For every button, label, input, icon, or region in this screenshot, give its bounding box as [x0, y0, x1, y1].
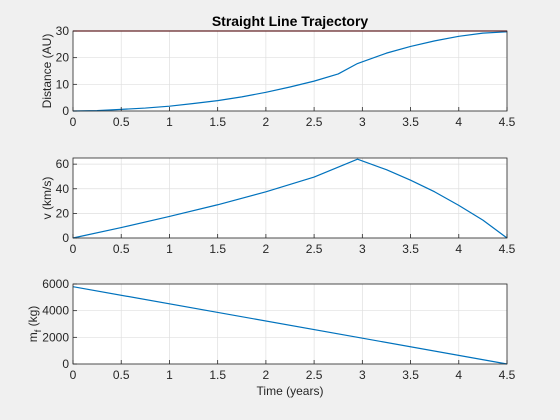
distance-axes-area [73, 31, 507, 111]
x-tick-label: 3 [359, 115, 366, 129]
chart-title: Straight Line Trajectory [212, 13, 369, 29]
mass-ylabel-subscript: f [33, 329, 43, 332]
y-tick-label: 0 [62, 357, 69, 371]
distance-series-line-0 [72, 31, 508, 112]
x-tick-label: 4 [455, 368, 462, 382]
y-tick-label: 20 [56, 51, 70, 65]
velocity-series [72, 158, 508, 239]
velocity-series-line-0 [72, 158, 508, 239]
y-tick-label: 10 [56, 77, 70, 91]
distance-xticks: 0 0.5 1 1.5 2 2.5 3 3.5 4 4.5 [70, 107, 516, 129]
velocity-subplot: 0 0.5 1 1.5 2 2.5 3 3.5 4 4.5 0 20 40 60 v (km/s) [40, 157, 516, 256]
x-tick-label: 2.5 [306, 242, 323, 256]
mass-xticks: 0 0.5 1 1.5 2 2.5 3 3.5 4 4.5 [70, 360, 516, 382]
mass-ylabel-suffix: (kg) [26, 306, 40, 330]
velocity-axes-area [73, 158, 507, 238]
mass-ylabel: mf (kg) [26, 306, 43, 343]
x-tick-label: 4 [455, 242, 462, 256]
mass-series-line-0 [72, 286, 508, 365]
distance-ylabel: Distance (AU) [40, 34, 54, 109]
x-tick-label: 1 [166, 368, 173, 382]
mass-subplot: 0 0.5 1 1.5 2 2.5 3 3.5 4 4.5 0 2000 4000 6000 mf (k… [26, 277, 516, 398]
y-tick-label: 60 [56, 157, 70, 171]
time-xlabel: Time (years) [257, 384, 324, 398]
y-tick-label: 0 [62, 231, 69, 245]
x-tick-label: 0.5 [113, 242, 130, 256]
x-tick-label: 2 [263, 115, 270, 129]
x-tick-label: 4.5 [499, 115, 516, 129]
mass-ylabel-base: m [26, 332, 40, 342]
distance-yticks: 0 10 20 30 [56, 24, 77, 118]
mass-yticks: 0 2000 4000 6000 [42, 277, 77, 371]
x-tick-label: 1.5 [209, 368, 226, 382]
y-tick-label: 0 [62, 104, 69, 118]
mass-series [72, 286, 508, 365]
mass-axes-box [72, 283, 508, 365]
x-tick-label: 1.5 [209, 242, 226, 256]
x-tick-label: 1.5 [209, 115, 226, 129]
distance-subplot: 0 0.5 1 1.5 2 2.5 3 3.5 4 4.5 0 10 20 30 Straight Li… [40, 13, 516, 129]
y-tick-label: 6000 [42, 277, 69, 291]
y-tick-label: 2000 [42, 330, 69, 344]
x-tick-label: 3.5 [402, 115, 419, 129]
x-tick-label: 3 [359, 368, 366, 382]
x-tick-label: 4.5 [499, 242, 516, 256]
x-tick-label: 2.5 [306, 368, 323, 382]
x-tick-label: 0.5 [113, 115, 130, 129]
x-tick-label: 3 [359, 242, 366, 256]
velocity-xticks: 0 0.5 1 1.5 2 2.5 3 3.5 4 4.5 [70, 234, 516, 256]
velocity-ylabel: v (km/s) [40, 177, 54, 220]
velocity-yticks: 0 20 40 60 [56, 157, 77, 245]
x-tick-label: 3.5 [402, 368, 419, 382]
x-tick-label: 2 [263, 242, 270, 256]
x-tick-label: 3.5 [402, 242, 419, 256]
y-tick-label: 4000 [42, 304, 69, 318]
x-tick-label: 1 [166, 242, 173, 256]
x-tick-label: 1 [166, 115, 173, 129]
velocity-axes-box [72, 157, 508, 239]
x-tick-label: 2 [263, 368, 270, 382]
x-tick-label: 0 [70, 368, 77, 382]
x-tick-label: 2.5 [306, 115, 323, 129]
x-tick-label: 4.5 [499, 368, 516, 382]
y-tick-label: 20 [56, 206, 70, 220]
x-tick-label: 0 [70, 115, 77, 129]
y-tick-label: 40 [56, 182, 70, 196]
x-tick-label: 0.5 [113, 368, 130, 382]
x-tick-label: 0 [70, 242, 77, 256]
distance-axes-box [72, 30, 508, 112]
x-tick-label: 4 [455, 115, 462, 129]
y-tick-label: 30 [56, 24, 70, 38]
